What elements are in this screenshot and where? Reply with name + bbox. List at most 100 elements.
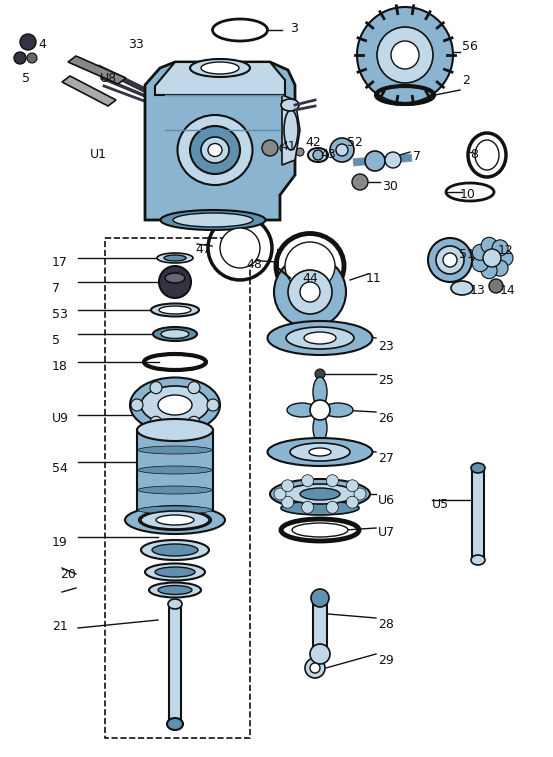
Circle shape — [262, 140, 278, 156]
Ellipse shape — [304, 332, 336, 344]
Polygon shape — [145, 62, 295, 220]
Text: 41: 41 — [280, 140, 296, 153]
Circle shape — [274, 256, 346, 328]
Circle shape — [483, 249, 501, 267]
Circle shape — [346, 480, 358, 492]
Ellipse shape — [308, 148, 328, 162]
Ellipse shape — [281, 501, 359, 515]
Ellipse shape — [138, 446, 212, 454]
Bar — [137, 430, 213, 520]
Circle shape — [385, 152, 401, 168]
Circle shape — [492, 260, 508, 276]
Circle shape — [150, 382, 162, 394]
Ellipse shape — [130, 378, 220, 432]
Bar — [313, 598, 327, 654]
Text: U6: U6 — [378, 494, 395, 507]
Ellipse shape — [161, 329, 189, 338]
Text: 42: 42 — [305, 136, 321, 149]
Text: 28: 28 — [378, 618, 394, 631]
Text: 17: 17 — [52, 256, 68, 269]
Circle shape — [310, 400, 330, 420]
Ellipse shape — [309, 448, 331, 456]
Text: U1: U1 — [90, 148, 107, 161]
Ellipse shape — [137, 419, 213, 441]
Circle shape — [377, 27, 433, 83]
Text: 33: 33 — [128, 38, 144, 51]
Circle shape — [280, 143, 290, 153]
Ellipse shape — [475, 140, 499, 170]
Circle shape — [281, 497, 294, 508]
Text: U8: U8 — [100, 72, 117, 85]
Ellipse shape — [160, 210, 265, 230]
Ellipse shape — [165, 273, 185, 283]
Text: 19: 19 — [52, 536, 68, 549]
Text: 10: 10 — [460, 188, 476, 201]
Ellipse shape — [152, 544, 198, 556]
Circle shape — [150, 416, 162, 428]
Circle shape — [365, 151, 385, 171]
Circle shape — [305, 658, 325, 678]
Ellipse shape — [268, 321, 373, 355]
Text: 23: 23 — [378, 340, 394, 353]
Circle shape — [492, 240, 508, 256]
Ellipse shape — [268, 438, 373, 466]
Ellipse shape — [208, 144, 222, 157]
Bar — [105, 238, 250, 738]
Ellipse shape — [158, 585, 192, 594]
Ellipse shape — [141, 386, 209, 424]
Ellipse shape — [281, 99, 299, 111]
Circle shape — [481, 238, 497, 254]
Circle shape — [326, 501, 338, 513]
Ellipse shape — [313, 377, 327, 407]
Circle shape — [274, 488, 286, 500]
Circle shape — [428, 238, 472, 282]
Circle shape — [472, 256, 488, 272]
Circle shape — [281, 480, 294, 492]
Ellipse shape — [292, 523, 348, 537]
Text: 27: 27 — [378, 452, 394, 465]
Circle shape — [352, 174, 368, 190]
Ellipse shape — [284, 484, 356, 504]
Circle shape — [497, 250, 513, 266]
Bar — [169, 604, 181, 724]
Text: 14: 14 — [500, 284, 516, 297]
Ellipse shape — [141, 511, 209, 529]
Ellipse shape — [270, 479, 370, 509]
Circle shape — [188, 382, 200, 394]
Polygon shape — [282, 95, 300, 165]
Circle shape — [310, 644, 330, 664]
Circle shape — [301, 501, 314, 513]
Circle shape — [489, 279, 503, 293]
Ellipse shape — [156, 515, 194, 525]
Text: 25: 25 — [378, 374, 394, 387]
Ellipse shape — [178, 115, 253, 185]
Ellipse shape — [285, 242, 335, 290]
Circle shape — [220, 228, 260, 268]
Circle shape — [311, 589, 329, 607]
Polygon shape — [155, 62, 285, 95]
Ellipse shape — [284, 110, 298, 150]
Circle shape — [315, 369, 325, 379]
Polygon shape — [68, 56, 126, 84]
Text: 5: 5 — [22, 72, 30, 85]
Ellipse shape — [201, 137, 229, 163]
Text: 54: 54 — [52, 462, 68, 475]
Ellipse shape — [190, 126, 240, 174]
Text: U7: U7 — [378, 526, 395, 539]
Ellipse shape — [138, 486, 212, 494]
Text: 11: 11 — [366, 272, 382, 285]
Ellipse shape — [190, 59, 250, 77]
Text: 3: 3 — [290, 22, 298, 35]
Text: 13: 13 — [470, 284, 486, 297]
Ellipse shape — [139, 510, 211, 530]
Circle shape — [300, 282, 320, 302]
Ellipse shape — [153, 327, 197, 341]
Circle shape — [336, 144, 348, 156]
Circle shape — [310, 663, 320, 673]
Text: 43: 43 — [320, 148, 336, 161]
Circle shape — [481, 263, 497, 279]
Ellipse shape — [158, 395, 192, 415]
Ellipse shape — [149, 582, 201, 597]
Ellipse shape — [125, 506, 225, 534]
Text: 44: 44 — [302, 272, 318, 285]
